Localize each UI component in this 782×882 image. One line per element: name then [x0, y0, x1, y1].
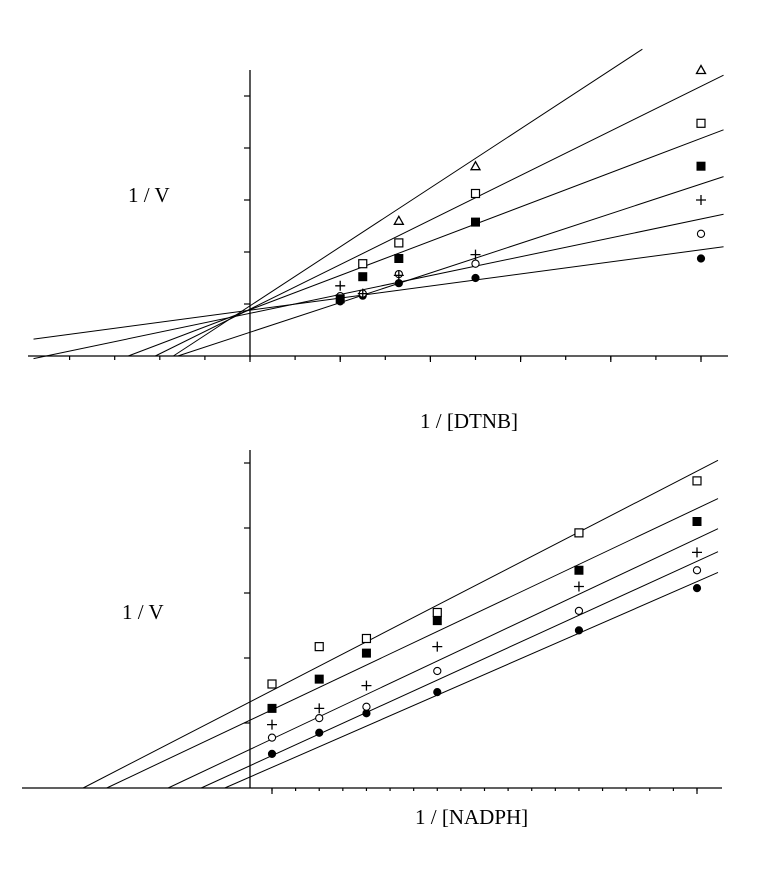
nadph-plot-xlabel: 1 / [NADPH]: [415, 805, 528, 829]
dtnb-series-2-point: [357, 288, 368, 299]
nadph-series-4-point: [314, 642, 324, 652]
nadph-series-2-point: [267, 719, 277, 730]
dtnb-series-2-point: [470, 249, 481, 260]
dtnb-series-4-point: [358, 259, 368, 269]
nadph-series-2-point: [432, 641, 443, 652]
dtnb-plot-xlabel: 1 / [DTNB]: [420, 409, 518, 433]
nadph-series-4-point: [692, 476, 702, 486]
nadph-plot-ylabel: 1 / V: [122, 600, 164, 624]
nadph-fit-line-2: [167, 528, 719, 789]
nadph-series-1-point: [362, 702, 371, 711]
dtnb-series-3-point: [358, 272, 368, 282]
nadph-series-1-point: [574, 606, 584, 616]
nadph-series-3-point: [314, 674, 324, 684]
nadph-series-0-point: [433, 688, 442, 697]
dtnb-series-4-point: [696, 118, 706, 128]
nadph-fit-line-1: [200, 551, 719, 789]
dtnb-series-0-point: [696, 254, 706, 263]
dtnb-series-0-point: [394, 279, 403, 288]
dtnb-series-3-point: [471, 217, 480, 227]
nadph-series-4-point: [432, 607, 442, 618]
dtnb-plot-ylabel: 1 / V: [128, 183, 170, 207]
nadph-fit-line-0: [224, 571, 719, 789]
nadph-series-0-point: [574, 626, 584, 635]
nadph-series-0-point: [692, 584, 702, 593]
nadph-series-2-point: [314, 703, 325, 714]
dtnb-fit-line-0: [33, 246, 724, 340]
nadph-series-0-point: [315, 728, 324, 737]
dtnb-series-4-point: [470, 188, 481, 199]
dtnb-series-1-point: [696, 229, 706, 238]
nadph-series-1-point: [692, 566, 702, 575]
dtnb-fit-line-5: [173, 48, 643, 357]
dtnb-fit-line-4: [155, 74, 724, 357]
nadph-series-2-point: [361, 680, 372, 691]
dtnb-series-0-point: [471, 273, 480, 283]
dtnb-series-3-point: [696, 161, 706, 171]
nadph-fit-line-3: [106, 498, 719, 789]
dtnb-series-5-point: [469, 160, 482, 171]
dtnb-series-4-point: [394, 238, 404, 248]
dtnb-series-2-point: [696, 195, 706, 205]
nadph-plot: 1 / V 1 / [NADPH]: [22, 450, 722, 829]
dtnb-series-2-point: [393, 270, 404, 281]
nadph-series-3-point: [574, 565, 584, 575]
nadph-series-3-point: [432, 616, 442, 626]
nadph-fit-line-4: [82, 459, 719, 789]
dtnb-series-3-point: [335, 294, 345, 304]
nadph-series-4-point: [361, 633, 372, 644]
nadph-series-3-point: [361, 648, 371, 658]
nadph-series-4-point: [574, 528, 584, 538]
dtnb-series-1-point: [471, 259, 480, 268]
nadph-series-1-point: [315, 713, 324, 723]
dtnb-series-5-point: [695, 64, 707, 75]
nadph-series-2-point: [573, 581, 584, 592]
nadph-series-1-point: [433, 666, 442, 676]
dtnb-series-3-point: [394, 254, 404, 263]
dtnb-fit-line-1: [33, 213, 724, 360]
nadph-series-2-point: [692, 547, 702, 558]
nadph-series-1-point: [267, 733, 277, 742]
nadph-series-3-point: [692, 517, 702, 526]
dtnb-series-2-point: [335, 280, 346, 291]
dtnb-series-5-point: [393, 214, 405, 225]
nadph-series-3-point: [267, 703, 277, 713]
nadph-series-0-point: [267, 749, 277, 758]
nadph-series-4-point: [267, 679, 277, 689]
dtnb-plot: 1 / V 1 / [DTNB]: [28, 48, 728, 433]
dtnb-fit-line-3: [128, 129, 724, 357]
dtnb-fit-line-2: [177, 176, 724, 357]
